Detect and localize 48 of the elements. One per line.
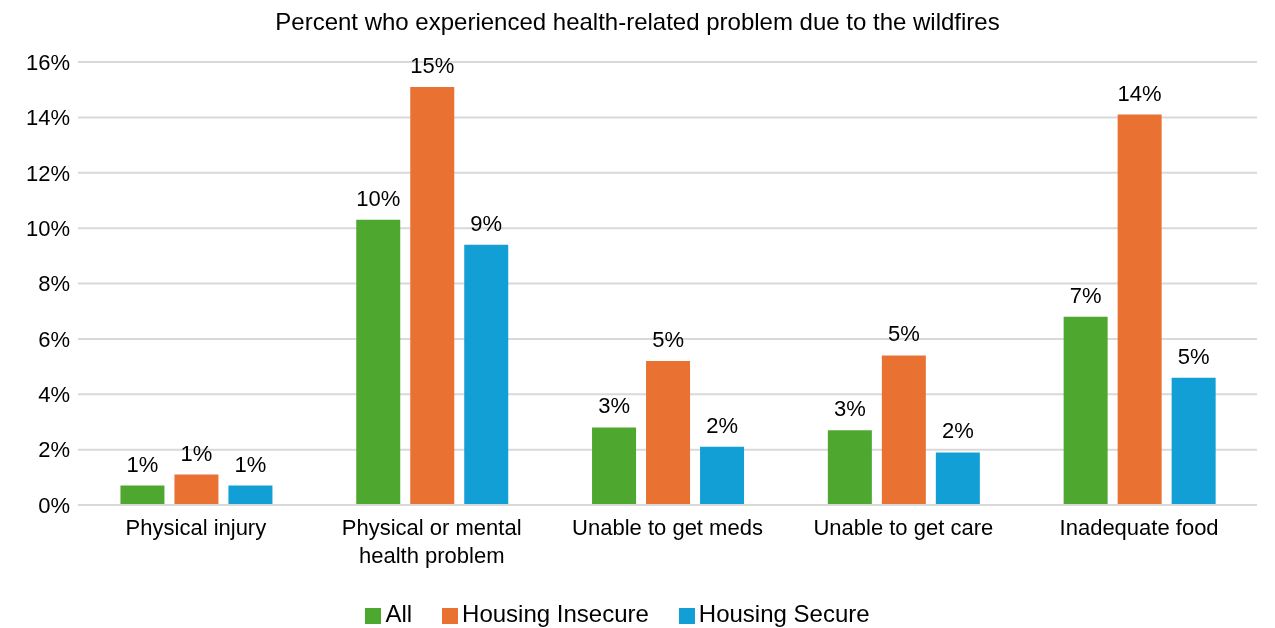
legend-label: Housing Secure	[698, 600, 870, 627]
bar	[881, 355, 926, 505]
x-tick-label: Unable to get meds	[572, 515, 763, 540]
bar	[228, 485, 273, 505]
bar	[120, 485, 165, 505]
bar	[356, 219, 401, 505]
bar	[1117, 114, 1162, 505]
data-label: 7%	[1069, 282, 1102, 308]
data-label: 5%	[887, 321, 920, 347]
data-label: 1%	[234, 451, 267, 477]
data-label: 3%	[833, 396, 866, 422]
x-tick-label: Inadequate food	[1059, 515, 1219, 540]
bar	[827, 430, 872, 505]
bar	[646, 361, 691, 505]
bar	[464, 244, 509, 505]
bar	[174, 474, 219, 505]
legend-label: All	[385, 600, 413, 627]
data-label: 2%	[706, 412, 738, 438]
bar	[410, 86, 455, 505]
bar	[1171, 377, 1216, 505]
legend-label: Housing Insecure	[462, 600, 649, 627]
y-tick-label: 10%	[25, 215, 70, 241]
data-label: 3%	[598, 393, 630, 419]
data-label: 1%	[126, 451, 159, 477]
y-tick-label: 12%	[25, 160, 70, 186]
bar	[700, 446, 745, 505]
data-label: 1%	[180, 440, 213, 466]
y-tick-label: 6%	[38, 326, 70, 352]
bar	[935, 452, 980, 505]
data-label: 14%	[1117, 80, 1162, 106]
bar	[1063, 316, 1108, 505]
data-label: 15%	[410, 52, 455, 78]
x-tick-label: Physical injury	[125, 515, 267, 540]
data-label: 9%	[470, 210, 503, 236]
x-tick-label: Unable to get care	[813, 515, 994, 540]
y-tick-label: 14%	[25, 105, 70, 131]
x-tick-label: Physical or mental health problem	[341, 515, 522, 568]
data-label: 5%	[652, 327, 684, 353]
y-tick-label: 4%	[38, 382, 70, 408]
y-tick-label: 8%	[38, 271, 70, 297]
data-label: 2%	[941, 418, 974, 444]
y-tick-label: 2%	[38, 437, 70, 463]
y-tick-label: 0%	[38, 492, 70, 518]
data-label: 5%	[1177, 343, 1210, 369]
chart-title: Percent who experienced health-related problem due to the wildfires	[274, 8, 1001, 37]
y-tick-label: 16%	[25, 49, 70, 75]
bar	[592, 427, 637, 505]
data-label: 10%	[356, 185, 401, 211]
